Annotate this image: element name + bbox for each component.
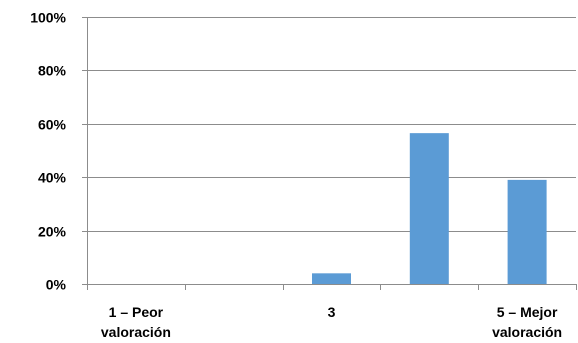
- bar: [507, 179, 547, 284]
- bars: [312, 133, 547, 284]
- axes: [82, 17, 577, 290]
- y-tick-label: 60%: [38, 117, 67, 133]
- x-tick-label: 1 – Peor valoración: [101, 304, 171, 340]
- bar: [312, 273, 351, 284]
- y-tick-labels: 0% 20% 40% 60% 80% 100%: [30, 10, 66, 293]
- x-tick-label: 5 – Mejor valoración: [492, 304, 562, 340]
- x-tick-label: 3: [328, 304, 336, 320]
- y-tick-label: 0%: [46, 277, 67, 293]
- y-tick-label: 80%: [38, 63, 67, 79]
- y-tick-label: 40%: [38, 170, 67, 186]
- gridlines: [87, 17, 576, 232]
- y-tick-label: 100%: [30, 10, 66, 26]
- bar: [409, 133, 449, 284]
- x-tick-labels: 1 – Peor valoración 3 5 – Mejor valoración: [101, 304, 562, 340]
- y-tick-label: 20%: [38, 224, 67, 240]
